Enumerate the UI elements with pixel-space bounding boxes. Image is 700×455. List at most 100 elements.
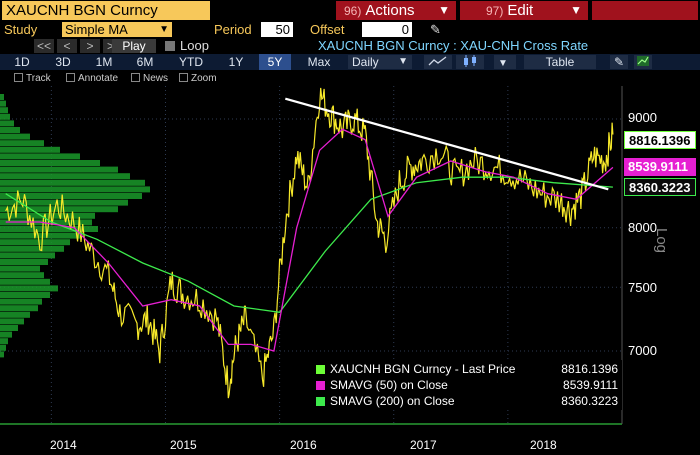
period-6m[interactable]: 6M [136,55,154,69]
volume-profile-bar [0,252,55,259]
news-label: News [143,73,169,84]
title-bar-fill [592,1,698,20]
period-toolbar: 1D 3D 1M 6M YTD 1Y 5Y Max Daily ▼ ▼ Tabl… [0,54,700,70]
edit-shortcut: 97) [486,4,504,18]
volume-profile-bar [0,318,24,325]
actions-label: Actions [365,2,415,19]
volume-profile-bar [0,344,6,351]
volume-profile-bar [0,325,18,331]
x-tick-label: 2017 [410,438,437,452]
security-ticker-field[interactable]: XAUCNH BGN Curncy [2,1,210,20]
annotate-tool[interactable]: Annotate [66,71,118,86]
offset-input[interactable]: 0 [362,22,412,37]
trendline[interactable] [285,97,609,191]
sma200-price-tag: 8360.3223 [624,178,696,196]
volume-profile-bar [0,212,95,219]
line-chart-icon [428,56,447,66]
play-button[interactable]: Play [112,39,156,53]
y-tick-label: 8000 [628,220,657,235]
study-label: Study [4,22,38,37]
chart-settings-button[interactable] [634,55,652,69]
volume-profile-bar [0,173,130,180]
legend-series-value: 8539.9111 [563,378,618,392]
legend-series-name: SMAVG (200) on Close [330,394,455,408]
edit-icon-button[interactable]: ✎ [610,55,628,69]
news-tool[interactable]: News [131,71,168,86]
study-value: Simple MA [65,22,128,37]
chart-legend[interactable]: XAUCNH BGN Curncy - Last Price 8816.1396… [312,360,622,410]
edit-menu-button[interactable]: 97) Edit ▼ [460,1,588,20]
period-input[interactable]: 50 [261,22,293,37]
trend-icon [637,56,649,66]
price-chart[interactable] [0,86,700,455]
volume-profile-bar [0,100,6,107]
chevron-down-icon: ▼ [438,3,450,17]
line-chart-type-button[interactable] [424,55,452,69]
volume-profile-bar [0,292,50,298]
loop-checkbox[interactable] [165,41,175,51]
frequency-select[interactable]: Daily ▼ [348,55,412,69]
loop-label: Loop [180,38,209,53]
sma200-series [5,176,613,313]
chart-options-dropdown[interactable]: ▼ [494,55,516,69]
legend-row-sma200: SMAVG (200) on Close 8360.3223 [316,394,618,409]
actions-shortcut: 96) [344,4,362,18]
legend-row-price: XAUCNH BGN Curncy - Last Price 8816.1396 [316,362,618,377]
volume-profile-bar [0,199,128,206]
actions-menu-button[interactable]: 96) Actions ▼ [336,1,456,20]
price-line [5,87,614,399]
zoom-label: Zoom [191,73,217,84]
volume-profile [0,94,150,358]
chart-title: XAUCNH BGN Curncy : XAU-CNH Cross Rate [318,38,589,53]
annotate-label: Annotate [78,73,119,84]
legend-series-name: XAUCNH BGN Curncy - Last Price [330,362,516,376]
volume-profile-bar [0,127,20,133]
period-max[interactable]: Max [307,55,331,69]
period-label: Period [214,22,252,37]
volume-profile-bar [0,259,48,265]
period-ytd[interactable]: YTD [179,55,203,69]
x-tick-label: 2018 [530,438,557,452]
table-button[interactable]: Table [524,55,596,69]
period-5y[interactable]: 5Y [259,54,291,70]
volume-profile-bar [0,226,98,232]
sma50-series [5,128,614,352]
track-label: Track [26,73,51,84]
chevron-down-icon: ▼ [498,58,508,69]
legend-swatch [316,397,325,406]
volume-profile-bar [0,94,4,100]
volume-profile-bar [0,265,40,272]
volume-profile-bar [0,338,8,345]
period-1m[interactable]: 1M [95,55,113,69]
volume-profile-bar [0,160,100,166]
volume-profile-bar [0,351,4,358]
x-tick-label: 2014 [50,438,77,452]
pencil-icon[interactable]: ✎ [430,22,441,37]
y-tick-label: 9000 [628,110,657,125]
volume-profile-bar [0,133,30,140]
price-series [5,87,614,399]
forward-button[interactable]: > [80,39,100,53]
chevron-down-icon: ▼ [570,3,582,17]
period-3d[interactable]: 3D [55,55,71,69]
x-tick-label: 2015 [170,438,197,452]
period-1d[interactable]: 1D [14,55,30,69]
rewind-button[interactable]: < [57,39,77,53]
chevron-down-icon: ▼ [159,24,169,35]
volume-profile-bar [0,166,118,173]
study-select[interactable]: Simple MA ▼ [62,22,172,37]
volume-profile-bar [0,272,44,279]
zoom-tool[interactable]: Zoom [179,71,217,86]
rewind-fast-button[interactable]: << [34,39,54,53]
title-bar: XAUCNH BGN Curncy 96) Actions ▼ 97) Edit ▼ [0,0,700,21]
volume-profile-bar [0,206,118,213]
volume-profile-bar [0,140,44,147]
annotate-icon [66,73,75,82]
volume-profile-bar [0,179,145,186]
period-1y[interactable]: 1Y [228,55,244,69]
track-tool[interactable]: Track [14,71,51,86]
bar-chart-type-button[interactable] [456,55,484,69]
trendline-annotation[interactable] [285,97,609,191]
volume-profile-bar [0,186,150,193]
volume-profile-bar [0,239,70,246]
